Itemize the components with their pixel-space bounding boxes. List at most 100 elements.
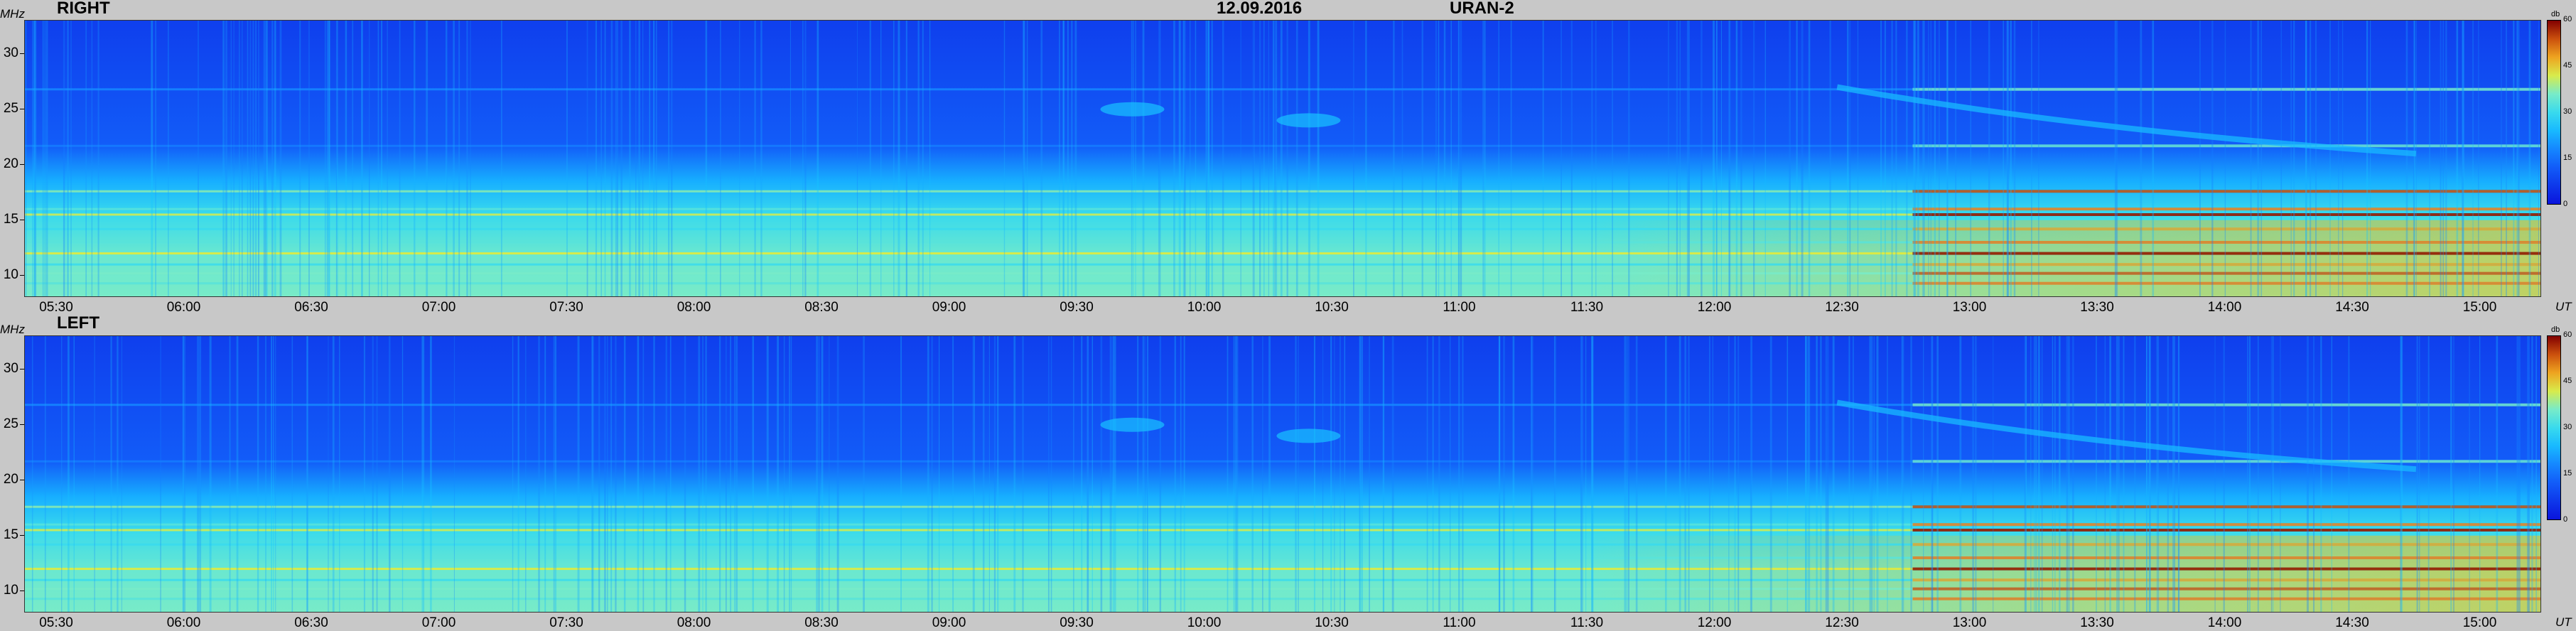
time-streak <box>1361 336 1363 612</box>
time-streak <box>900 336 902 612</box>
time-streak <box>1955 21 1957 296</box>
time-streak <box>610 336 613 612</box>
time-streak <box>2526 336 2529 612</box>
x-tick-label: 12:30 <box>1825 615 1859 630</box>
time-streak <box>1708 336 1710 612</box>
time-streak <box>1050 336 1052 612</box>
time-streak <box>387 21 388 296</box>
time-streak <box>734 336 735 612</box>
x-tick-label: 13:00 <box>1952 615 1987 630</box>
interference-band <box>25 568 2540 571</box>
time-streak <box>1624 336 1627 612</box>
x-tick-label: 11:30 <box>1570 615 1604 630</box>
time-streak <box>735 336 738 612</box>
time-streak <box>1142 336 1145 612</box>
time-streak <box>429 336 432 612</box>
interference-band-hot <box>1912 597 2540 600</box>
time-streak <box>1460 21 1462 296</box>
time-streak <box>1688 21 1690 296</box>
time-streak <box>369 21 370 296</box>
time-streak <box>705 336 707 612</box>
time-streak <box>2114 21 2116 296</box>
x-tick-label: 14:30 <box>2335 300 2369 315</box>
time-streak <box>2003 21 2004 296</box>
time-streak <box>500 21 502 296</box>
y-tick-mark <box>20 590 24 591</box>
time-streak <box>1313 336 1315 612</box>
time-streak <box>2366 21 2368 296</box>
time-streak <box>2293 21 2295 296</box>
time-streak <box>225 21 227 296</box>
time-streak <box>1805 336 1806 612</box>
y-tick-label: 30 <box>3 360 18 376</box>
time-streak <box>2469 336 2470 612</box>
time-streak <box>1178 21 1181 296</box>
time-streak <box>2305 21 2307 296</box>
x-tick-label: 07:30 <box>549 300 583 315</box>
x-tick-label: 13:30 <box>2080 615 2114 630</box>
time-streak <box>671 21 673 296</box>
x-tick-label: 08:00 <box>677 615 711 630</box>
time-streak <box>2037 336 2040 612</box>
time-streak <box>804 21 807 296</box>
emission-region <box>25 220 2540 296</box>
time-streak <box>252 21 254 296</box>
time-streak <box>1359 336 1361 612</box>
time-streak <box>629 21 631 296</box>
time-streak <box>61 336 63 612</box>
x-tick-label: 14:00 <box>2207 615 2242 630</box>
time-streak <box>2167 336 2169 612</box>
y-tick-label: 25 <box>3 416 18 431</box>
time-streak <box>1023 21 1025 296</box>
time-streak <box>1553 336 1555 612</box>
time-streak <box>1401 21 1403 296</box>
time-streak <box>705 21 708 296</box>
time-streak <box>702 336 704 612</box>
interference-band-hot <box>1912 207 2540 211</box>
time-streak <box>263 21 265 296</box>
time-streak <box>517 336 519 612</box>
time-streak <box>299 21 301 296</box>
colorbar-unit: db <box>2551 325 2560 334</box>
time-streak <box>2068 336 2070 612</box>
time-streak <box>2199 21 2201 296</box>
time-streak <box>1458 21 1460 296</box>
time-streak <box>1295 336 1297 612</box>
time-streak <box>381 21 382 296</box>
time-streak <box>44 336 46 612</box>
time-streak <box>638 21 640 296</box>
time-streak <box>2462 21 2464 296</box>
x-tick-label: 07:30 <box>549 615 583 630</box>
time-streak <box>2427 336 2430 612</box>
time-streak <box>2247 336 2249 612</box>
time-streak <box>110 336 112 612</box>
time-streak <box>249 21 252 296</box>
time-streak <box>2518 21 2520 296</box>
time-streak <box>2104 336 2106 612</box>
time-streak <box>1885 21 1886 296</box>
time-streak <box>306 336 308 612</box>
time-streak <box>2010 21 2012 296</box>
time-streak <box>993 336 996 612</box>
spectrogram-panel-left: 10 15 20 25 30 05:30 06:00 06:30 07:00 07:30 08:00… <box>0 316 2576 631</box>
time-streak <box>1183 21 1186 296</box>
x-tick-label: 09:30 <box>1060 615 1094 630</box>
time-streak <box>667 21 670 296</box>
time-streak <box>2109 336 2111 612</box>
time-streak <box>1873 336 1875 612</box>
time-streak <box>1635 336 1638 612</box>
time-streak <box>265 336 266 612</box>
time-streak <box>1924 21 1925 296</box>
time-streak <box>1450 21 1452 296</box>
time-streak <box>1796 21 1798 296</box>
interference-band <box>25 272 2540 275</box>
time-streak <box>898 21 900 296</box>
panel-title-right: RIGHT <box>57 0 110 18</box>
time-streak <box>2035 336 2037 612</box>
time-streak <box>67 21 69 296</box>
time-streak <box>2013 21 2016 296</box>
time-streak <box>1853 336 1854 612</box>
time-streak <box>399 21 401 296</box>
time-streak <box>789 21 791 296</box>
time-streak <box>2506 21 2507 296</box>
